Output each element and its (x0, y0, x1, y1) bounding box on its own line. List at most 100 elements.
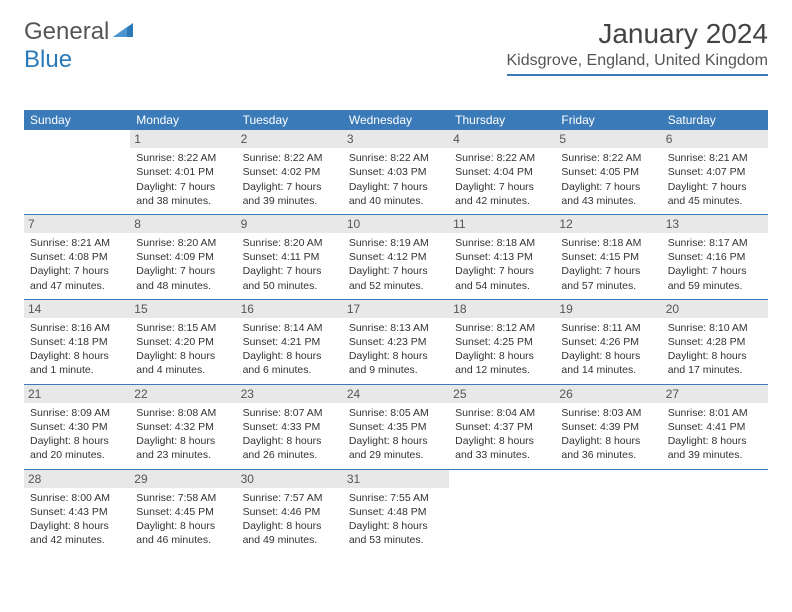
weeks-container: 1Sunrise: 8:22 AMSunset: 4:01 PMDaylight… (24, 130, 768, 553)
daylight-text: Daylight: 8 hours (136, 434, 230, 448)
daylight-text: and 39 minutes. (243, 194, 337, 208)
daylight-text: Daylight: 8 hours (668, 349, 762, 363)
daylight-text: and 52 minutes. (349, 279, 443, 293)
daylight-text: Daylight: 8 hours (243, 349, 337, 363)
day-number: 20 (662, 300, 768, 318)
day-header: Thursday (449, 110, 555, 130)
day-number: 2 (237, 130, 343, 148)
sunset-text: Sunset: 4:37 PM (455, 420, 549, 434)
daylight-text: and 17 minutes. (668, 363, 762, 377)
day-header: Sunday (24, 110, 130, 130)
daylight-text: Daylight: 7 hours (136, 264, 230, 278)
day-number: 8 (130, 215, 236, 233)
sunset-text: Sunset: 4:23 PM (349, 335, 443, 349)
sunset-text: Sunset: 4:26 PM (561, 335, 655, 349)
sunset-text: Sunset: 4:41 PM (668, 420, 762, 434)
day-number: 16 (237, 300, 343, 318)
daylight-text: Daylight: 8 hours (30, 349, 124, 363)
daylight-text: Daylight: 8 hours (243, 519, 337, 533)
day-number: 9 (237, 215, 343, 233)
sunrise-text: Sunrise: 8:22 AM (455, 151, 549, 165)
sunrise-text: Sunrise: 8:18 AM (561, 236, 655, 250)
daylight-text: Daylight: 8 hours (243, 434, 337, 448)
calendar-cell (24, 130, 130, 214)
calendar-cell: 8 Sunrise: 8:20 AMSunset: 4:09 PMDaylight… (130, 215, 236, 299)
day-number: 31 (343, 470, 449, 488)
sunrise-text: Sunrise: 7:57 AM (243, 491, 337, 505)
calendar-cell: 26Sunrise: 8:03 AMSunset: 4:39 PMDayligh… (555, 385, 661, 469)
sunrise-text: Sunrise: 8:22 AM (349, 151, 443, 165)
daylight-text: and 45 minutes. (668, 194, 762, 208)
sunset-text: Sunset: 4:13 PM (455, 250, 549, 264)
day-number (555, 470, 661, 488)
logo-word1: General (24, 18, 109, 46)
daylight-text: and 9 minutes. (349, 363, 443, 377)
day-number (24, 130, 130, 148)
calendar-week: 28Sunrise: 8:00 AMSunset: 4:43 PMDayligh… (24, 470, 768, 554)
sunset-text: Sunset: 4:04 PM (455, 165, 549, 179)
sunset-text: Sunset: 4:48 PM (349, 505, 443, 519)
sunrise-text: Sunrise: 8:09 AM (30, 406, 124, 420)
sunset-text: Sunset: 4:33 PM (243, 420, 337, 434)
title-block: January 2024 Kidsgrove, England, United … (507, 18, 769, 76)
sunset-text: Sunset: 4:09 PM (136, 250, 230, 264)
daylight-text: and 23 minutes. (136, 448, 230, 462)
calendar-cell (662, 470, 768, 554)
daylight-text: Daylight: 8 hours (455, 434, 549, 448)
sunrise-text: Sunrise: 8:20 AM (136, 236, 230, 250)
sunset-text: Sunset: 4:32 PM (136, 420, 230, 434)
day-number: 7 (24, 215, 130, 233)
calendar-week: 7Sunrise: 8:21 AMSunset: 4:08 PMDaylight… (24, 215, 768, 300)
day-number (449, 470, 555, 488)
day-header: Saturday (662, 110, 768, 130)
day-number: 10 (343, 215, 449, 233)
daylight-text: and 59 minutes. (668, 279, 762, 293)
calendar-cell: 13Sunrise: 8:17 AMSunset: 4:16 PMDayligh… (662, 215, 768, 299)
day-headers-row: Sunday Monday Tuesday Wednesday Thursday… (24, 110, 768, 130)
day-number: 21 (24, 385, 130, 403)
daylight-text: and 1 minute. (30, 363, 124, 377)
calendar-cell: 9Sunrise: 8:20 AMSunset: 4:11 PMDaylight… (237, 215, 343, 299)
day-number: 26 (555, 385, 661, 403)
daylight-text: and 50 minutes. (243, 279, 337, 293)
logo-blue-line: Blue (24, 46, 72, 74)
day-header: Wednesday (343, 110, 449, 130)
sunrise-text: Sunrise: 8:20 AM (243, 236, 337, 250)
daylight-text: and 42 minutes. (30, 533, 124, 547)
calendar-week: 14Sunrise: 8:16 AMSunset: 4:18 PMDayligh… (24, 300, 768, 385)
sunset-text: Sunset: 4:11 PM (243, 250, 337, 264)
day-number: 25 (449, 385, 555, 403)
calendar-cell: 22Sunrise: 8:08 AMSunset: 4:32 PMDayligh… (130, 385, 236, 469)
sunrise-text: Sunrise: 8:21 AM (30, 236, 124, 250)
sunset-text: Sunset: 4:43 PM (30, 505, 124, 519)
calendar-cell: 29Sunrise: 7:58 AMSunset: 4:45 PMDayligh… (130, 470, 236, 554)
day-number: 1 (130, 130, 236, 148)
sunrise-text: Sunrise: 8:05 AM (349, 406, 443, 420)
calendar-cell: 15Sunrise: 8:15 AMSunset: 4:20 PMDayligh… (130, 300, 236, 384)
logo-word2: Blue (24, 46, 72, 73)
calendar-cell: 30Sunrise: 7:57 AMSunset: 4:46 PMDayligh… (237, 470, 343, 554)
calendar-cell: 21Sunrise: 8:09 AMSunset: 4:30 PMDayligh… (24, 385, 130, 469)
daylight-text: and 40 minutes. (349, 194, 443, 208)
logo: General (24, 18, 137, 46)
day-number: 6 (662, 130, 768, 148)
sunset-text: Sunset: 4:18 PM (30, 335, 124, 349)
daylight-text: and 36 minutes. (561, 448, 655, 462)
calendar-cell: 27Sunrise: 8:01 AMSunset: 4:41 PMDayligh… (662, 385, 768, 469)
sunrise-text: Sunrise: 8:11 AM (561, 321, 655, 335)
daylight-text: Daylight: 8 hours (136, 519, 230, 533)
calendar-week: 1Sunrise: 8:22 AMSunset: 4:01 PMDaylight… (24, 130, 768, 215)
sunset-text: Sunset: 4:30 PM (30, 420, 124, 434)
day-number: 12 (555, 215, 661, 233)
calendar-cell: 11Sunrise: 8:18 AMSunset: 4:13 PMDayligh… (449, 215, 555, 299)
daylight-text: Daylight: 7 hours (136, 180, 230, 194)
daylight-text: and 43 minutes. (561, 194, 655, 208)
daylight-text: and 46 minutes. (136, 533, 230, 547)
sunrise-text: Sunrise: 8:16 AM (30, 321, 124, 335)
sunset-text: Sunset: 4:20 PM (136, 335, 230, 349)
location-text: Kidsgrove, England, United Kingdom (507, 52, 769, 76)
sunrise-text: Sunrise: 8:08 AM (136, 406, 230, 420)
day-number: 23 (237, 385, 343, 403)
calendar: Sunday Monday Tuesday Wednesday Thursday… (24, 110, 768, 553)
calendar-cell: 31Sunrise: 7:55 AMSunset: 4:48 PMDayligh… (343, 470, 449, 554)
